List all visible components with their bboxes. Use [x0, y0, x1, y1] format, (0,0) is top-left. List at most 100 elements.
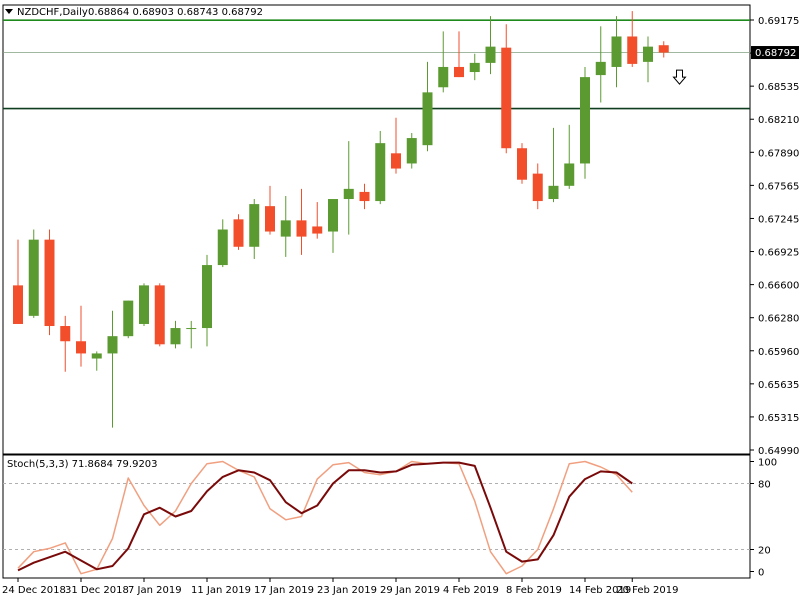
candle — [249, 199, 260, 259]
candle-body — [265, 206, 275, 232]
candle-body — [76, 341, 86, 354]
candle-body — [517, 148, 527, 180]
price-tick-label: 0.69175 — [758, 16, 799, 27]
candle-body — [580, 77, 590, 164]
horizontal-lines — [3, 19, 750, 110]
candle-body — [28, 239, 39, 316]
candle — [643, 36, 653, 83]
candle — [454, 31, 464, 78]
stoch-title: Stoch(5,3,3) 71.8684 79.9203 — [7, 459, 158, 470]
time-tick-label: 4 Feb 2019 — [443, 585, 499, 596]
price-tick-label: 0.66280 — [758, 314, 799, 325]
candle — [312, 202, 323, 239]
candle-body — [44, 239, 55, 327]
price-tick-label: 0.66925 — [758, 248, 799, 259]
candle — [170, 320, 181, 349]
stoch-tick-label: 100 — [758, 458, 777, 469]
candle — [595, 26, 606, 103]
candle-body — [328, 199, 338, 232]
time-tick-label: 31 Dec 2018 — [65, 585, 129, 596]
time-tick-label: 29 Jan 2019 — [380, 585, 440, 596]
candle — [76, 305, 86, 367]
candle-body — [233, 219, 244, 247]
candle-body — [343, 188, 354, 200]
candle — [469, 53, 480, 81]
time-tick-label: 8 Feb 2019 — [506, 585, 562, 596]
candle — [658, 41, 669, 58]
candle — [186, 320, 197, 349]
candle-body — [375, 143, 386, 202]
candle-body — [548, 185, 559, 200]
candle — [154, 283, 165, 347]
candle — [280, 195, 291, 257]
candle-body — [154, 285, 165, 345]
time-tick-label: 7 Jan 2019 — [128, 585, 182, 596]
stoch-tick-label: 80 — [758, 480, 771, 491]
candle-body — [532, 173, 543, 202]
candle-body — [170, 328, 181, 345]
candle-body — [564, 163, 575, 186]
price-tick-label: 0.65315 — [758, 413, 799, 424]
price-tick-label: 0.65635 — [758, 380, 799, 391]
candle-body — [123, 300, 134, 337]
candle — [44, 229, 55, 336]
time-tick-label: 17 Jan 2019 — [254, 585, 314, 596]
candle — [107, 310, 118, 428]
candle — [611, 16, 622, 88]
candle-body — [249, 204, 260, 247]
candle-body — [627, 36, 638, 64]
candle — [28, 229, 39, 318]
candle-body — [217, 229, 228, 266]
time-tick-label: 24 Dec 2018 — [2, 585, 66, 596]
candle-body — [611, 36, 622, 67]
dropdown-triangle-icon[interactable] — [5, 9, 13, 14]
arrow-shape — [672, 69, 687, 85]
candle — [627, 11, 638, 67]
down-arrow-icon — [672, 69, 687, 85]
price-tick-label: 0.67890 — [758, 148, 799, 159]
price-tick-label: 0.68535 — [758, 82, 799, 93]
candle — [485, 16, 496, 75]
candle — [501, 24, 512, 154]
stoch-tick-label: 0 — [758, 568, 764, 579]
time-axis: 24 Dec 2018 31 Dec 2018 7 Jan 2019 11 Jan 2… — [2, 578, 679, 596]
stoch-line-signal — [17, 461, 633, 572]
candle — [406, 132, 417, 169]
candle-body — [139, 285, 149, 324]
candle — [517, 143, 527, 184]
candle-body — [186, 328, 197, 330]
candle-body — [13, 285, 23, 324]
stochastic-panel: 100 80 20 0 — [3, 458, 777, 579]
candle — [343, 141, 354, 235]
price-tick-label: 0.67565 — [758, 181, 799, 192]
current-price-tag: 0.68792 — [751, 46, 799, 60]
price-tick-label: 0.68210 — [758, 115, 799, 126]
candle — [422, 61, 433, 152]
candle-body — [438, 66, 449, 88]
candle — [265, 185, 275, 235]
stoch-panel-frame — [2, 454, 751, 579]
symbol-label: NZDCHF,Daily — [17, 7, 88, 18]
candle-body — [359, 191, 370, 202]
candle-body — [91, 353, 102, 359]
candle — [217, 219, 228, 268]
candle — [532, 163, 543, 210]
candle-body — [658, 45, 669, 53]
candle — [359, 183, 370, 210]
candle — [328, 199, 338, 253]
candle — [391, 117, 401, 174]
price-tick-label: 0.64990 — [758, 446, 799, 457]
price-tick-label: 0.66600 — [758, 281, 799, 292]
price-tick-label: 0.65960 — [758, 347, 799, 358]
stoch-tick-label: 20 — [758, 546, 771, 557]
candle — [13, 239, 23, 324]
candle-body — [595, 61, 606, 76]
candle — [202, 254, 212, 347]
candle-body — [485, 46, 496, 63]
candle-body — [469, 62, 480, 73]
candle-body — [406, 138, 417, 164]
candle-body — [454, 66, 464, 78]
candle — [580, 66, 590, 179]
